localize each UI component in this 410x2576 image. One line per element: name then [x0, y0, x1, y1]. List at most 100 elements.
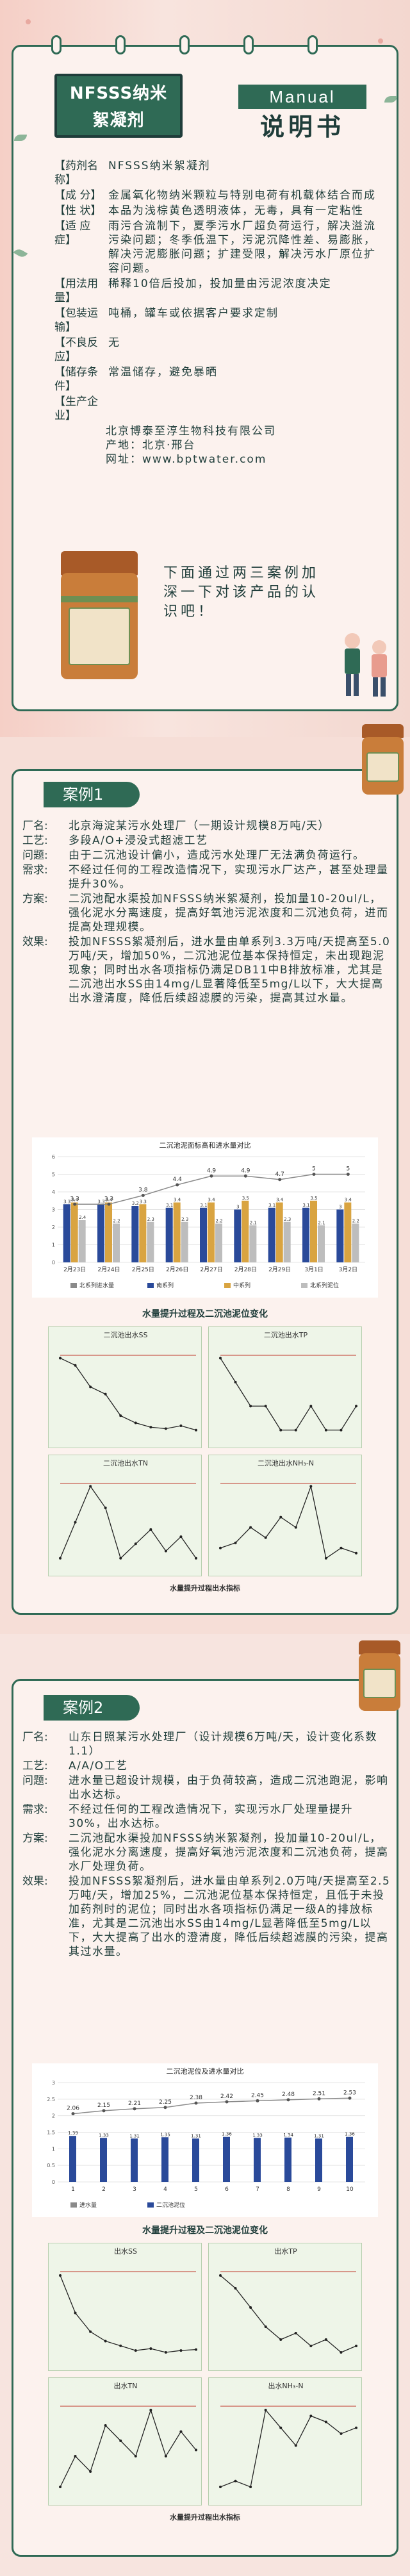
case-value: 不经过任何的工程改造情况下，实现污水厂达产，甚至处理量提升30%。 [69, 864, 389, 891]
case-value: 北京海淀某污水处理厂（一期设计规模8万吨/天） [69, 820, 331, 832]
bar-data-label: 3.1 [268, 1203, 275, 1208]
spec-value: 雨污合流制下，夏季污水厂超负荷运行，解决溢流污染问题；冬季低温下，污泥沉降性差、… [108, 220, 376, 275]
case-value: 二沉池配水渠投加NFSSS纳米絮凝剂，投加量10-20ul/L，强化泥水分离速度… [69, 1832, 389, 1873]
bar-data-label: 3.4 [208, 1198, 215, 1203]
x-tick-label: 8 [286, 2186, 290, 2193]
case2-mini-chart-tn: 出水TN [48, 2377, 202, 2506]
bar-data-label: 2.2 [113, 1219, 120, 1224]
y-tick-label: 6 [52, 1154, 55, 1160]
spec-row: 【性 状】 本品为浅棕黄色透明液体，无毒，具有一定粘性 [54, 204, 378, 218]
line-point [294, 2444, 297, 2447]
line-point [219, 1357, 222, 1360]
line-point [119, 1556, 122, 1560]
line-point [309, 2415, 313, 2418]
chart-bar [234, 1209, 242, 1262]
line-point [348, 2096, 352, 2100]
decor-dot [378, 38, 383, 44]
mini-line-chart [59, 2406, 197, 2488]
chart-bar [165, 1207, 173, 1262]
line-point [104, 1392, 107, 1396]
case-key: 厂名: [22, 820, 48, 832]
case2-text: 厂名: 山东日照某污水处理厂（设计规模6万吨/天，设计变化系数1.1） 工艺: A/… [22, 1730, 391, 1960]
legend-swatch [301, 1283, 308, 1288]
spec-row: 【生产企业】 [54, 395, 378, 423]
line-point [104, 1507, 107, 1510]
legend-label: 进水量 [79, 2201, 97, 2209]
case-row: 厂名: 山东日照某污水处理厂（设计规模6万吨/天，设计变化系数1.1） [22, 1730, 391, 1758]
bar-data-label: 1.39 [68, 2131, 78, 2136]
line-data-label: 2.53 [343, 2090, 356, 2096]
mini-line-chart [59, 1483, 197, 1560]
line-point [225, 2100, 229, 2104]
spec-row: 【包装运输】 吨桶，罐车或依据客户要求定制 [54, 306, 378, 334]
series-line [60, 2408, 197, 2488]
spec-value: 本品为浅棕黄色透明液体，无毒，具有一定粘性 [108, 204, 364, 217]
line-point [164, 2455, 167, 2457]
line-point [340, 1428, 343, 1432]
bar-data-label: 1.36 [345, 2132, 355, 2137]
manual-label: Manual [238, 85, 366, 109]
case1-text: 厂名: 北京海淀某污水处理厂（一期设计规模8万吨/天） 工艺: 多段A/O+浸没式超… [22, 819, 391, 1006]
line-point [195, 1428, 197, 1432]
binder-ring [308, 35, 318, 54]
x-tick-label: 3月2日 [339, 1266, 357, 1273]
line-point [59, 1556, 62, 1560]
case1-mini-chart-tp: 二沉池出水TP [208, 1326, 362, 1448]
mini-line-chart [59, 2271, 197, 2354]
line-data-label: 3.3 [70, 1196, 79, 1202]
spec-row: 【储存条件】 常温储存，避免暴晒 [54, 365, 378, 393]
line-point [243, 1174, 247, 1178]
line-point [149, 1426, 152, 1429]
case-key: 需求: [22, 1803, 48, 1816]
chart-bar [100, 2138, 107, 2182]
series-line [220, 1358, 357, 1431]
y-tick-label: 3 [52, 2080, 55, 2086]
chart-bar [131, 2138, 138, 2182]
line-data-label: 2.25 [159, 2099, 172, 2106]
line-point [340, 2351, 343, 2354]
case-key: 工艺: [22, 1760, 48, 1772]
line-data-label: 5 [346, 1166, 350, 1173]
line-point [59, 2486, 62, 2488]
chart-bar [181, 1221, 188, 1262]
line-point [279, 2338, 283, 2341]
y-tick-label: 5 [52, 1172, 55, 1178]
website-link[interactable]: 网址：www.bptwater.com [106, 453, 267, 466]
line-point [164, 1427, 167, 1430]
legend-label: 二沉池泥位 [156, 2201, 185, 2209]
line-data-label: 2.38 [190, 2095, 202, 2101]
bar-data-label: 2.1 [318, 1220, 325, 1225]
spec-key: 【包装运输】 [54, 307, 98, 334]
line-point [74, 2455, 77, 2457]
chart-bar [242, 1200, 249, 1262]
binder-ring [243, 35, 254, 54]
case-row: 需求: 不经过任何的工程改造情况下，实现污水厂处理量提升30%，出水达标。 [22, 1803, 391, 1831]
line-point [119, 2440, 122, 2442]
line-point [195, 2348, 197, 2351]
line-point [324, 2338, 327, 2341]
chart-bar [310, 1200, 317, 1262]
line-point [195, 2448, 197, 2452]
mini-chart-title: 出水TP [274, 2247, 297, 2256]
legend-swatch [147, 2202, 154, 2208]
line-point [249, 2486, 252, 2488]
bar-data-label: 2.1 [250, 1220, 257, 1225]
line-data-label: 2.48 [282, 2092, 295, 2098]
spec-key: 【生产企业】 [54, 395, 98, 422]
case-key: 方案: [22, 893, 48, 905]
case1-tag: 案例1 [44, 782, 140, 807]
line-point [74, 1364, 77, 1367]
line-data-label: 4.7 [275, 1171, 284, 1178]
chart-bar [352, 1223, 359, 1262]
line-point [279, 2426, 283, 2429]
line-point [355, 2426, 357, 2429]
bar-data-label: 3.4 [174, 1198, 181, 1203]
case2-tag: 案例2 [44, 1695, 140, 1721]
x-tick-label: 3月1日 [304, 1266, 323, 1273]
case-row: 工艺: 多段A/O+浸没式超滤工艺 [22, 834, 391, 848]
spec-value: 稀释10倍后投加，投加量由污泥浓度决定 [108, 277, 332, 290]
line-point [340, 2432, 343, 2435]
line-point [89, 2330, 92, 2333]
line-point [219, 1546, 222, 1549]
legend-label: 北系列泥位 [310, 1282, 339, 1289]
